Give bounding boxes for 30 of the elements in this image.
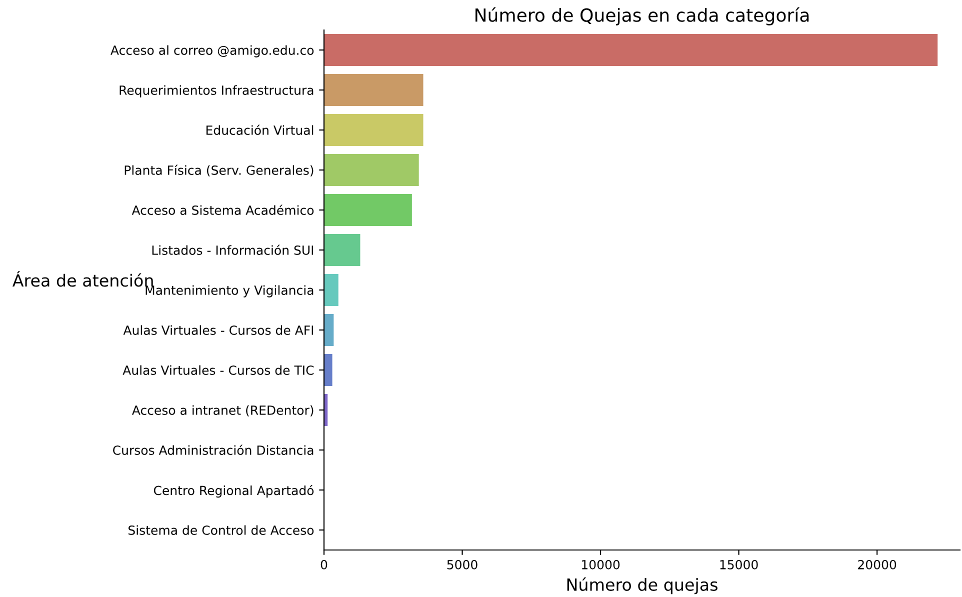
- bar: [324, 274, 338, 306]
- y-tick-label: Mantenimiento y Vigilancia: [146, 285, 314, 298]
- bar: [324, 234, 360, 266]
- x-tick-label: 0: [320, 560, 328, 570]
- x-tick-label: 5000: [447, 560, 478, 570]
- bar: [324, 194, 412, 226]
- y-tick-label: Aulas Virtuales - Cursos de AFI: [123, 325, 314, 335]
- x-tick-label: 10000: [582, 560, 620, 570]
- x-tick-label: 20000: [858, 560, 896, 570]
- bar: [324, 314, 334, 346]
- x-axis-title: Número de quejas: [567, 577, 718, 594]
- y-tick-label: Acceso a intranet (REDentor): [132, 405, 314, 416]
- bar: [324, 34, 938, 66]
- y-axis-title: Área de atención: [12, 271, 153, 287]
- bar: [324, 154, 419, 186]
- x-tick-label: 15000: [720, 560, 758, 570]
- bar: [324, 114, 424, 146]
- y-tick-label: Centro Regional Apartadó: [154, 485, 314, 498]
- y-tick-label: Sistema de Control de Acceso: [128, 525, 314, 535]
- y-tick-label: Acceso a Sistema Académico: [132, 204, 314, 215]
- y-tick-label: Educación Virtual: [206, 124, 314, 135]
- y-tick-label: Cursos Administración Distancia: [113, 444, 314, 455]
- y-tick-label: Planta Física (Serv. Generales): [124, 164, 314, 176]
- y-tick-label: Requerimientos Infraestructura: [120, 85, 314, 98]
- y-tick-label: Acceso al correo @amigo.edu.co: [110, 45, 314, 58]
- y-tick-label: Listados - Información SUI: [152, 244, 314, 255]
- bar: [324, 74, 424, 106]
- chart-title: Número de Quejas en cada categoría: [476, 7, 809, 26]
- bar: [324, 354, 332, 386]
- y-tick-label: Aulas Virtuales - Cursos de TIC: [122, 365, 314, 375]
